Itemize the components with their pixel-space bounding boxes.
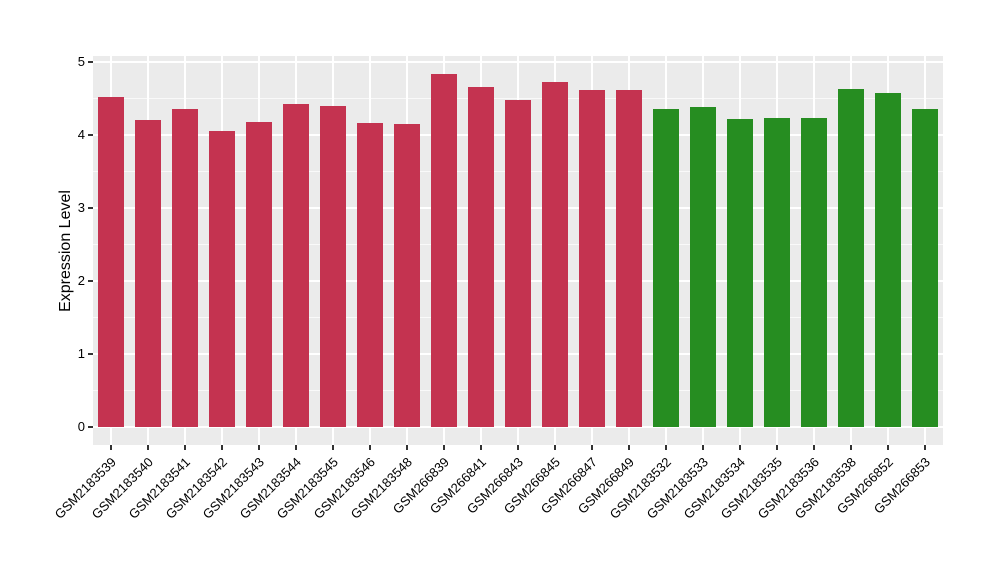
bar [246,121,273,427]
y-axis-tick-label: 1 [77,346,85,361]
y-axis-tick [88,353,93,355]
x-axis-tick [590,445,593,450]
y-axis-tick-label: 0 [77,419,85,434]
bar [505,99,531,427]
bar [911,108,938,427]
bar [431,74,458,427]
bar [763,118,790,427]
bar [837,89,864,427]
x-axis-tick [221,445,224,450]
bar [578,89,605,427]
x-axis-tick [332,445,335,450]
bar [615,89,642,427]
x-axis-tick [295,445,298,450]
bar [283,103,310,427]
x-axis-tick [258,445,261,450]
bar [874,92,901,427]
x-axis-tick [886,445,889,450]
y-axis-tick [88,426,93,428]
x-axis-tick [184,445,187,450]
bar [468,86,495,427]
y-axis-tick [88,280,93,282]
x-axis-tick [849,445,852,450]
bar [689,106,716,427]
y-axis-tick [88,207,93,209]
y-axis-tick-label: 4 [77,127,85,142]
x-axis-tick [923,445,926,450]
bar [320,105,347,427]
y-axis-tick-label: 5 [77,54,85,69]
bar [172,109,199,427]
y-axis-tick-label: 3 [77,200,85,215]
x-axis-tick [775,445,778,450]
x-axis-tick [406,445,409,450]
x-axis-tick [664,445,667,450]
bar [652,108,679,427]
x-axis-tick [110,445,113,450]
y-axis-tick-label: 2 [77,273,85,288]
x-axis-tick [517,445,519,450]
bar [209,130,236,427]
bar [98,97,125,427]
x-axis-tick [627,445,630,450]
x-axis-tick [701,445,704,450]
bar [135,120,162,427]
bar [726,118,753,427]
bar [800,118,827,427]
x-axis-tick [369,445,372,450]
x-axis-tick [147,445,150,450]
bar [541,82,568,427]
y-axis-title: Expression Level [57,189,74,312]
bar [357,122,384,427]
y-axis-tick [88,61,93,63]
x-axis-tick [443,445,446,450]
x-axis-tick [738,445,741,450]
x-axis-tick [812,445,815,450]
x-axis-tick [553,445,556,450]
bar [394,124,421,427]
y-axis-tick [88,134,93,136]
x-axis-tick [480,445,483,450]
